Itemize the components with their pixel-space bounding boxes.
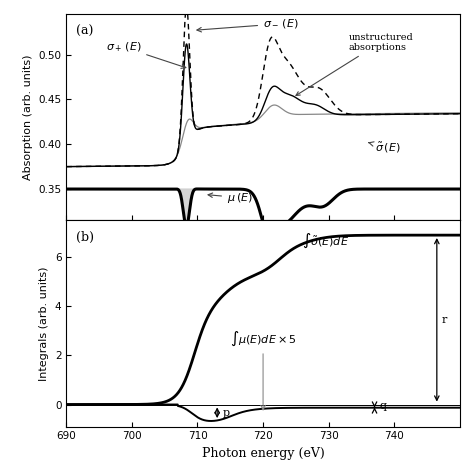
Y-axis label: Integrals (arb. units): Integrals (arb. units) [39, 266, 49, 381]
Text: p: p [222, 408, 229, 418]
Text: $\tilde{\sigma}\,(E)$: $\tilde{\sigma}\,(E)$ [369, 141, 400, 155]
Text: q: q [380, 401, 387, 411]
Text: unstructured
absorptions: unstructured absorptions [296, 33, 413, 95]
Text: $\sigma_-\,(E)$: $\sigma_-\,(E)$ [197, 17, 299, 32]
Text: r: r [442, 315, 447, 325]
X-axis label: Photon energy (eV): Photon energy (eV) [202, 447, 324, 460]
Text: $\int\mu(E)dE\times5$: $\int\mu(E)dE\times5$ [230, 330, 296, 410]
Text: (b): (b) [76, 231, 94, 244]
Text: $\mu\,(E)$: $\mu\,(E)$ [208, 191, 253, 205]
Text: $\sigma_+\,(E)$: $\sigma_+\,(E)$ [106, 40, 186, 68]
Text: $\int\tilde{\sigma}(E)dE$: $\int\tilde{\sigma}(E)dE$ [302, 232, 349, 250]
Text: (a): (a) [76, 25, 93, 37]
Y-axis label: Absorption (arb. units): Absorption (arb. units) [23, 55, 33, 180]
